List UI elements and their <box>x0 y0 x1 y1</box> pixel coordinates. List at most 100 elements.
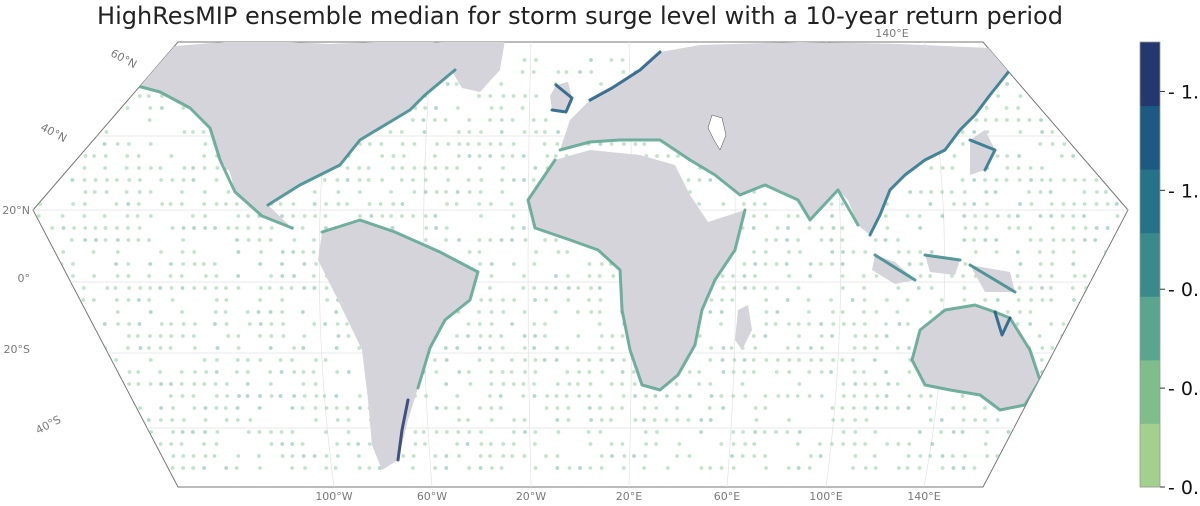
surge-point <box>466 322 471 326</box>
surge-point <box>798 250 802 254</box>
coastline-surge <box>1076 398 1098 452</box>
surge-point <box>127 322 132 326</box>
surge-point <box>785 346 790 350</box>
surge-point <box>126 346 130 350</box>
surge-point <box>677 442 682 446</box>
surge-point <box>1071 118 1076 122</box>
surge-point <box>215 346 220 350</box>
surge-point <box>751 358 756 362</box>
surge-point <box>731 430 736 434</box>
surge-point <box>817 442 822 446</box>
surge-point <box>61 454 66 458</box>
surge-point <box>1004 118 1009 122</box>
surge-point <box>754 418 759 422</box>
surge-point <box>70 58 75 62</box>
surge-point <box>70 442 75 446</box>
surge-point <box>138 346 143 350</box>
surge-point <box>1095 346 1100 350</box>
surge-point <box>853 382 858 386</box>
surge-point <box>555 406 560 410</box>
surge-point <box>226 226 231 230</box>
surge-point <box>521 226 526 230</box>
surge-point <box>193 370 197 374</box>
surge-point <box>1103 106 1108 110</box>
surge-point <box>312 202 317 206</box>
surge-point <box>939 418 944 422</box>
surge-point <box>875 394 880 398</box>
surge-point <box>511 262 516 266</box>
surge-point <box>138 406 142 410</box>
surge-point <box>851 250 856 254</box>
surge-point <box>48 466 53 470</box>
surge-point <box>709 346 714 350</box>
surge-point <box>1050 346 1055 350</box>
surge-point <box>928 418 933 422</box>
surge-point <box>720 298 724 302</box>
surge-point <box>555 466 560 470</box>
surge-point <box>972 130 977 134</box>
surge-point <box>357 454 361 458</box>
surge-point <box>709 394 714 398</box>
surge-point <box>520 106 525 110</box>
surge-point <box>852 370 857 374</box>
surge-point <box>280 310 285 314</box>
surge-point <box>1027 118 1032 122</box>
surge-point <box>60 298 65 302</box>
surge-point <box>116 322 120 326</box>
surge-point <box>721 370 726 374</box>
surge-point <box>477 310 482 314</box>
surge-point <box>566 418 571 422</box>
surge-point <box>83 346 88 350</box>
surge-point <box>92 430 97 434</box>
surge-point <box>257 406 262 410</box>
surge-point <box>962 286 967 290</box>
surge-point <box>137 190 142 194</box>
surge-point <box>103 154 108 158</box>
surge-point <box>1007 214 1011 218</box>
surge-point <box>444 226 449 230</box>
surge-point <box>60 94 65 98</box>
surge-point <box>785 394 790 398</box>
surge-point <box>192 382 197 386</box>
surge-point <box>533 466 538 470</box>
surge-point <box>499 466 504 470</box>
surge-point <box>918 274 923 278</box>
surge-point <box>940 214 945 218</box>
surge-point <box>1082 430 1087 434</box>
surge-point <box>369 214 374 218</box>
surge-point <box>455 334 459 338</box>
surge-point <box>170 226 175 230</box>
surge-point <box>312 286 317 290</box>
surge-point <box>720 274 725 278</box>
surge-point <box>278 358 283 362</box>
surge-point <box>1061 238 1066 242</box>
surge-point <box>1028 238 1033 242</box>
surge-point <box>114 178 119 182</box>
surge-point <box>929 190 934 194</box>
surge-point <box>191 394 196 398</box>
surge-point <box>1083 130 1088 134</box>
surge-point <box>192 262 197 266</box>
surge-point <box>763 454 767 458</box>
surge-point <box>72 418 77 422</box>
surge-point <box>564 394 569 398</box>
surge-point <box>522 130 527 134</box>
surge-point <box>158 334 163 338</box>
surge-point <box>1093 418 1098 422</box>
surge-point <box>1116 274 1121 278</box>
surge-point <box>60 322 65 326</box>
surge-point <box>1016 106 1021 110</box>
surge-point <box>985 202 989 206</box>
surge-point <box>127 334 131 338</box>
surge-point <box>874 310 879 314</box>
surge-point <box>434 406 439 410</box>
surge-point <box>257 430 262 434</box>
surge-point <box>366 166 371 170</box>
surge-point <box>873 382 877 386</box>
surge-point <box>961 418 966 422</box>
surge-point <box>125 442 130 446</box>
surge-point <box>456 154 461 158</box>
surge-point <box>159 178 164 182</box>
surge-point <box>479 442 484 446</box>
surge-point <box>1059 118 1064 122</box>
